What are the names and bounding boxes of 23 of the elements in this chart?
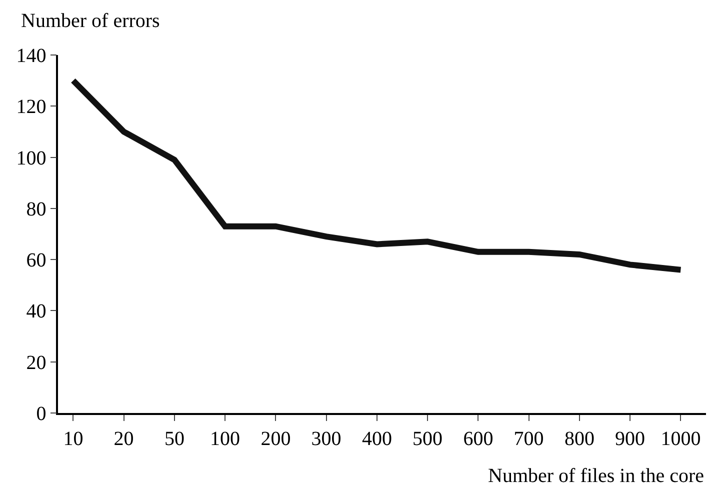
x-tick-label: 20 — [114, 428, 134, 450]
x-tick-label: 300 — [311, 428, 342, 450]
x-tick-label: 10 — [63, 428, 84, 450]
y-tick-label: 80 — [26, 198, 46, 220]
x-tick-label: 50 — [164, 428, 184, 450]
y-tick-label: 20 — [26, 352, 46, 374]
x-tick-label: 700 — [514, 428, 544, 450]
x-tick-label: 800 — [564, 428, 594, 450]
y-tick-label: 0 — [36, 403, 46, 425]
y-tick-label: 140 — [16, 45, 46, 67]
y-tick-label: 60 — [26, 250, 46, 272]
y-tick-label: 100 — [16, 147, 46, 170]
y-tick-label: 120 — [16, 96, 46, 118]
x-tick-label: 100 — [210, 428, 240, 450]
x-tick-label: 400 — [362, 428, 392, 450]
x-tick-label: 1000 — [660, 428, 701, 450]
x-tick-label: 900 — [615, 428, 646, 450]
x-axis-title: Number of files in the core — [488, 465, 704, 487]
x-tick-label: 600 — [463, 428, 494, 450]
y-axis-title: Number of errors — [21, 10, 160, 32]
y-tick-label: 40 — [26, 300, 46, 323]
x-tick-label: 500 — [412, 428, 443, 450]
x-tick-label: 200 — [260, 428, 291, 450]
